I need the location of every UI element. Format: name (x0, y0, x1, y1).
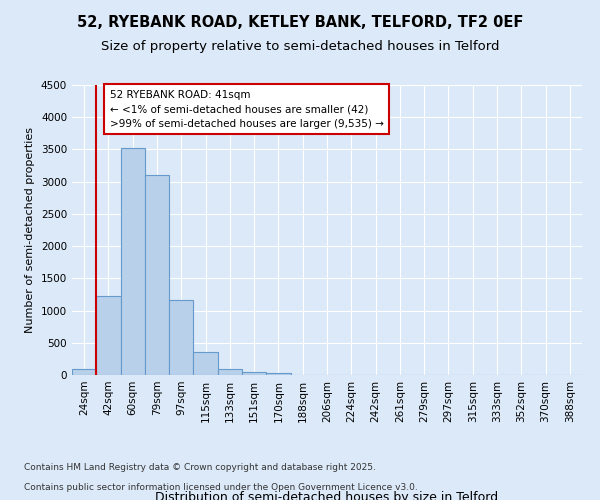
Bar (169, 300, 193, 375)
Bar (218, 368, 242, 375)
Text: Contains HM Land Registry data © Crown copyright and database right 2025.: Contains HM Land Registry data © Crown c… (24, 464, 376, 472)
X-axis label: Distribution of semi-detached houses by size in Telford: Distribution of semi-detached houses by … (155, 492, 499, 500)
Text: 52, RYEBANK ROAD, KETLEY BANK, TELFORD, TF2 0EF: 52, RYEBANK ROAD, KETLEY BANK, TELFORD, … (77, 15, 523, 30)
Text: 52 RYEBANK ROAD: 41sqm
← <1% of semi-detached houses are smaller (42)
>99% of se: 52 RYEBANK ROAD: 41sqm ← <1% of semi-det… (110, 90, 383, 129)
Bar (266, 373, 290, 375)
Text: Size of property relative to semi-detached houses in Telford: Size of property relative to semi-detach… (101, 40, 499, 53)
Y-axis label: Number of semi-detached properties: Number of semi-detached properties (25, 127, 35, 333)
Bar (242, 372, 266, 375)
Bar (72, 368, 96, 375)
Text: Contains public sector information licensed under the Open Government Licence v3: Contains public sector information licen… (24, 484, 418, 492)
Bar (96, 296, 121, 375)
Bar (145, 174, 169, 375)
Bar (121, 148, 145, 375)
Bar (193, 352, 218, 375)
